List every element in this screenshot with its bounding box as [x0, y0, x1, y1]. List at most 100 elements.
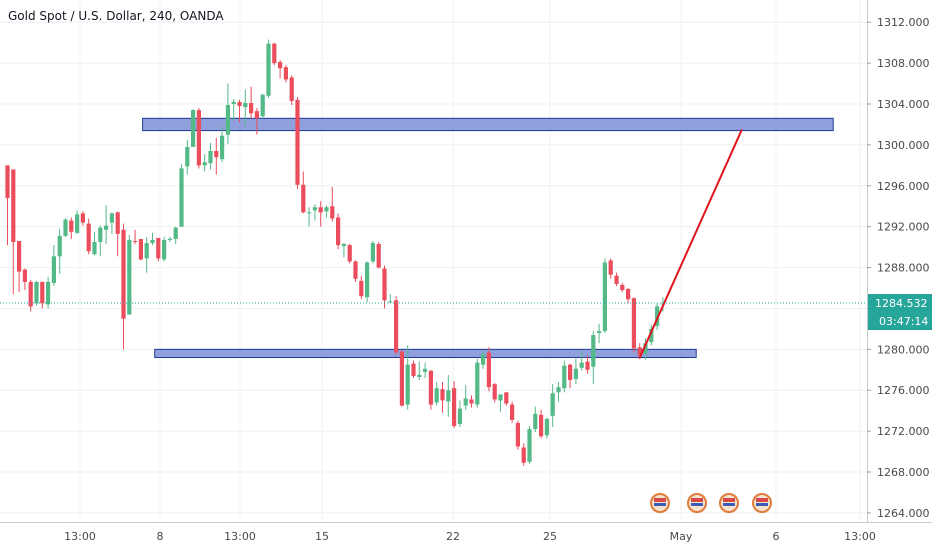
- candle-body: [539, 414, 544, 437]
- candle-body: [376, 244, 381, 268]
- candle-body: [208, 151, 213, 164]
- candle-body: [86, 223, 91, 252]
- candle-body: [388, 301, 393, 303]
- symbol-title: Gold Spot / U.S. Dollar, 240, OANDA: [8, 9, 224, 23]
- candle-body: [179, 168, 184, 227]
- candle-body: [481, 354, 486, 365]
- candle-body: [301, 184, 306, 213]
- candle-body: [260, 94, 265, 117]
- candle-body: [185, 146, 190, 167]
- candle-body: [510, 404, 515, 420]
- countdown-label: 03:47:14: [879, 315, 928, 328]
- candle-body: [167, 238, 172, 240]
- resistance-zone: [142, 117, 834, 132]
- price-tick-label: 1300.000: [877, 139, 930, 152]
- candle-body: [446, 390, 451, 402]
- candle-body: [63, 219, 68, 236]
- grid-layer: [0, 0, 867, 522]
- time-tick-label: 6: [773, 530, 780, 543]
- candle-body: [440, 389, 445, 401]
- candle-body: [272, 43, 277, 64]
- candle-body: [115, 212, 120, 234]
- candle-body: [370, 243, 375, 262]
- candle-body: [330, 206, 335, 219]
- time-tick-label: 22: [446, 530, 460, 543]
- candle-body: [614, 275, 619, 284]
- candle-body: [231, 101, 236, 105]
- candle-body: [417, 374, 422, 377]
- candle-body: [156, 237, 161, 259]
- price-tick-label: 1312.000: [877, 16, 930, 29]
- candle-body: [597, 330, 602, 333]
- candle-body: [521, 447, 526, 463]
- candle-body: [423, 368, 428, 372]
- candle-body: [104, 225, 109, 230]
- candle-body: [278, 62, 283, 69]
- candle-body: [394, 300, 399, 353]
- us-flag-event-icon: [756, 498, 768, 502]
- candle-body: [637, 347, 642, 356]
- candle-body: [405, 364, 410, 405]
- price-tick-label: 1288.000: [877, 262, 930, 275]
- candle-body: [133, 240, 138, 243]
- price-tick-label: 1304.000: [877, 98, 930, 111]
- candle-body: [504, 392, 509, 404]
- candle-body: [220, 135, 225, 160]
- price-tick-label: 1292.000: [877, 221, 930, 234]
- events-layer: [650, 493, 772, 513]
- price-tick-label: 1308.000: [877, 57, 930, 70]
- candle-body: [602, 262, 607, 331]
- candle-body: [75, 214, 80, 233]
- candle-body: [550, 393, 555, 416]
- candle-body: [452, 388, 457, 427]
- candle-body: [46, 281, 51, 305]
- candle-body: [312, 207, 317, 211]
- candle-body: [620, 284, 625, 291]
- projection-line: [638, 129, 743, 359]
- candle-body: [341, 244, 346, 247]
- candle-body: [138, 238, 143, 260]
- candle-body: [399, 351, 404, 406]
- candle-body: [486, 352, 491, 388]
- candle-body: [150, 239, 155, 244]
- us-flag-event-icon: [723, 498, 735, 502]
- candle-body: [237, 101, 242, 107]
- candle-body: [463, 398, 468, 406]
- candle-body: [34, 281, 39, 304]
- candle-body: [254, 111, 259, 119]
- candle-body: [336, 217, 341, 246]
- time-tick-label: 25: [543, 530, 557, 543]
- candle-body: [214, 151, 219, 158]
- us-flag-event-icon: [691, 503, 703, 506]
- candle-body: [283, 67, 288, 80]
- candle-body: [544, 418, 549, 436]
- candle-body: [98, 227, 103, 243]
- candle-body: [22, 269, 27, 282]
- candle-body: [347, 245, 352, 262]
- candle-body: [655, 306, 660, 326]
- candle-body: [109, 213, 114, 223]
- price-tick-label: 1268.000: [877, 466, 930, 479]
- candle-body: [434, 388, 439, 403]
- candles-layer: [5, 39, 665, 466]
- candle-body: [643, 343, 648, 354]
- candle-body: [243, 102, 248, 108]
- time-tick-label: 13:00: [224, 530, 256, 543]
- candle-body: [121, 229, 126, 319]
- time-tick-label: 15: [315, 530, 329, 543]
- time-tick-label: 8: [157, 530, 164, 543]
- candle-body: [51, 256, 56, 283]
- candle-body: [568, 364, 573, 381]
- us-flag-event-icon: [654, 498, 666, 502]
- candle-body: [5, 165, 10, 199]
- candle-body: [457, 408, 462, 424]
- candle-body: [196, 110, 201, 166]
- candle-body: [69, 220, 74, 232]
- candle-body: [144, 243, 149, 259]
- candle-body: [127, 239, 132, 315]
- candle-body: [266, 43, 271, 96]
- candle-body: [80, 213, 85, 223]
- candle-body: [191, 110, 196, 147]
